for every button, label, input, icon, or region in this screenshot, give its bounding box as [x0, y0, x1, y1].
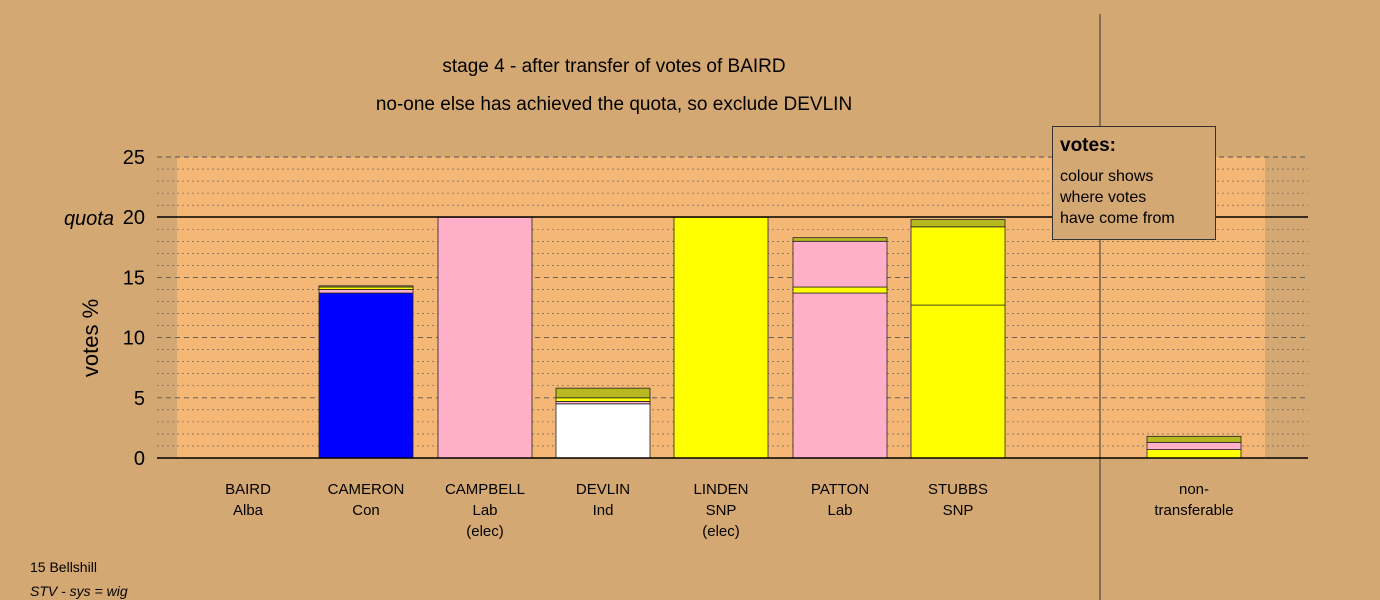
x-tick-sublabel: Alba: [233, 502, 264, 519]
bar-segment: [1146, 449, 1242, 459]
x-tick-note: (elec): [466, 523, 504, 540]
bar-segment: [555, 403, 651, 459]
y-tick-label: 10: [123, 328, 145, 350]
y-tick-label: 5: [134, 388, 145, 410]
quota-label: quota: [64, 208, 114, 230]
bar-segment: [318, 289, 414, 294]
x-tick-label: DEVLIN: [576, 481, 630, 498]
legend-title: votes:: [1060, 135, 1116, 156]
bar-segment: [792, 237, 888, 242]
legend-line-2: where votes: [1060, 189, 1147, 206]
x-tick-label: PATTON: [811, 481, 869, 498]
bar-segment: [318, 292, 414, 459]
bar-segment: [792, 286, 888, 294]
bar-segment: [792, 292, 888, 459]
x-tick-label: BAIRD: [225, 481, 271, 498]
bar-segment: [673, 216, 769, 459]
bar-segment: [910, 226, 1006, 306]
x-tick-sublabel: Con: [352, 502, 380, 519]
x-tick-note: (elec): [702, 523, 740, 540]
x-tick-sublabel: SNP: [943, 502, 974, 519]
legend-box: votes: colour shows where votes have com…: [1052, 126, 1216, 240]
x-tick-label: LINDEN: [693, 481, 748, 498]
bar-segment: [555, 387, 651, 399]
system-label: STV - sys = wig: [30, 583, 128, 599]
x-tick-labels: BAIRD Alba CAMERON Con CAMPBELL Lab (elec) DEVL…: [225, 481, 1234, 540]
x-tick-label: non-: [1179, 481, 1209, 498]
x-tick-label: CAMERON: [328, 481, 405, 498]
chart-title: stage 4 - after transfer of votes of BAI…: [442, 56, 785, 77]
bar-segment: [1146, 441, 1242, 450]
x-tick-sublabel: Lab: [472, 502, 497, 519]
legend-line-3: have come from: [1060, 210, 1175, 227]
bar-segment: [1146, 435, 1242, 443]
x-tick-label: CAMPBELL: [445, 481, 525, 498]
chart-subtitle: no-one else has achieved the quota, so e…: [376, 94, 852, 115]
x-tick-sublabel: SNP: [706, 502, 737, 519]
y-tick-label: 20: [123, 207, 145, 229]
constituency-label: 15 Bellshill: [30, 559, 97, 575]
y-tick-label: 15: [123, 267, 145, 289]
bar-segment: [555, 397, 651, 402]
y-axis-label: votes %: [78, 299, 103, 377]
bar-segment: [792, 240, 888, 288]
y-tick-label: 25: [123, 147, 145, 169]
x-tick-label: STUBBS: [928, 481, 988, 498]
x-tick-sublabel: Lab: [827, 502, 852, 519]
bar-segment: [318, 285, 414, 288]
x-tick-sublabel: transferable: [1154, 502, 1233, 519]
legend-line-1: colour shows: [1060, 168, 1154, 185]
bar-segment: [910, 219, 1006, 228]
y-tick-labels: 0 5 10 15 20 25: [123, 147, 145, 470]
x-tick-sublabel: Ind: [593, 502, 614, 519]
y-tick-label: 0: [134, 448, 145, 470]
bar-segment: [910, 304, 1006, 459]
bar-segment: [437, 216, 533, 459]
